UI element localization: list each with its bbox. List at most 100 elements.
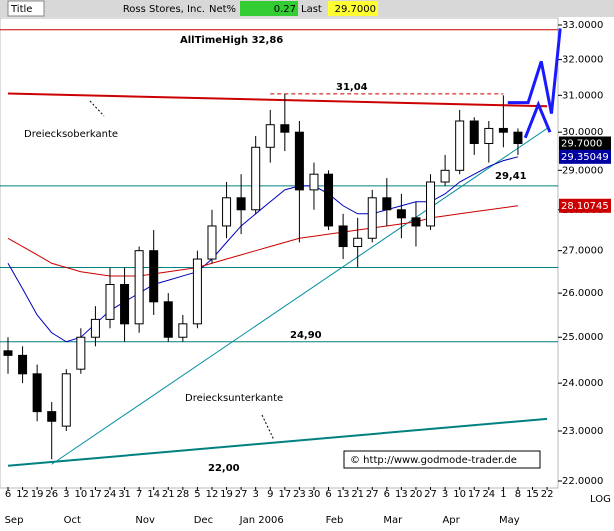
x-tick-label: 17 [278, 489, 291, 500]
candle-body [382, 197, 392, 211]
price-tag-label: 29.7000 [561, 138, 602, 149]
projection [507, 28, 562, 114]
header-bar [0, 0, 614, 17]
trendline [7, 417, 548, 467]
stock-name: Ross Stores, Inc. [123, 4, 205, 15]
x-tick-label: 31 [118, 489, 131, 500]
annotation: Dreiecksoberkante [24, 129, 118, 140]
x-tick-label: 27 [366, 489, 379, 500]
x-tick-label: 21 [162, 489, 175, 500]
last-box [328, 1, 378, 16]
x-tick-label: 6 [5, 489, 11, 500]
projection [523, 100, 552, 139]
x-tick-label: 28 [176, 489, 189, 500]
candle-body [76, 336, 86, 370]
price-tag [559, 149, 611, 164]
candle-body [309, 173, 319, 191]
month-label: Dec [194, 515, 213, 526]
x-tick-label: 15 [526, 489, 539, 500]
candle-body [47, 411, 57, 422]
annotation: 22,00 [208, 463, 240, 474]
candle-body [426, 181, 436, 227]
candle-body [192, 258, 202, 325]
x-tick-label: 23 [293, 489, 306, 500]
x-tick-label: 27 [424, 489, 437, 500]
candle-body [411, 217, 421, 227]
price-tag-label: 29.35049 [561, 152, 609, 163]
candle-body [61, 373, 71, 427]
net-box [240, 1, 298, 16]
x-tick-label: 9 [267, 489, 273, 500]
candle-body [469, 120, 479, 144]
candle-body [207, 225, 217, 260]
candle-body [280, 124, 290, 133]
month-label: Jan 2006 [239, 515, 284, 526]
trendline [51, 128, 548, 465]
candle-body [455, 120, 465, 171]
month-label: Nov [135, 515, 155, 526]
candle-body [134, 250, 144, 325]
x-tick-label: 3 [253, 489, 259, 500]
candle-body [251, 146, 261, 211]
annotation: 24,90 [290, 330, 322, 341]
candle-body [236, 197, 246, 211]
x-tick-label: 19 [31, 489, 44, 500]
copyright: © http://www.godmode-trader.de [350, 455, 517, 466]
x-tick-label: 3 [442, 489, 448, 500]
x-tick-label: 10 [74, 489, 87, 500]
y-tick-label: 25.0000 [562, 332, 603, 343]
candle-body [324, 173, 334, 227]
x-tick-label: 27 [235, 489, 248, 500]
candle-body [178, 323, 188, 338]
candle-body [294, 131, 304, 191]
pointer [261, 414, 275, 441]
x-tick-label: 21 [351, 489, 364, 500]
candle-body [222, 197, 232, 227]
x-tick-label: 17 [468, 489, 481, 500]
candle-body [90, 318, 100, 338]
candle-body [163, 301, 173, 338]
month-label: Mar [383, 515, 403, 526]
month-label: Sep [5, 515, 24, 526]
x-tick-label: 6 [384, 489, 390, 500]
y-tick-label: 32.0000 [562, 55, 603, 66]
candle-body [120, 284, 130, 325]
annotation: AllTimeHigh 32,86 [180, 35, 283, 46]
x-tick-label: 3 [63, 489, 69, 500]
price-tag [559, 136, 611, 151]
title: Title [10, 4, 32, 15]
net-value: 0.27 [274, 4, 296, 15]
x-tick-label: 26 [45, 489, 58, 500]
x-tick-label: 24 [104, 489, 117, 500]
candle-body [265, 124, 275, 148]
x-tick-label: 7 [136, 489, 142, 500]
net-label: Net% [209, 4, 236, 15]
candle-body [3, 350, 13, 356]
annotation: 31,04 [336, 82, 368, 93]
candle-body [353, 237, 363, 248]
candle-body [484, 127, 494, 144]
x-tick-label: 8 [515, 489, 521, 500]
candle-body [440, 169, 450, 183]
candle-body [18, 354, 28, 375]
y-tick-label: 27.0000 [562, 246, 603, 257]
candle-body [149, 250, 159, 303]
x-tick-label: 17 [89, 489, 102, 500]
log-label: LOG [590, 494, 611, 505]
last-label: Last [301, 4, 322, 15]
plot-frame [0, 17, 559, 489]
y-tick-label: 23.0000 [562, 426, 603, 437]
candle-body [338, 225, 348, 248]
y-tick-label: 30.0000 [562, 127, 603, 138]
month-label: Apr [442, 515, 460, 526]
copyright-box [343, 450, 541, 469]
month-label: Oct [64, 515, 81, 526]
x-tick-label: 13 [337, 489, 350, 500]
y-tick-label: 24.0000 [562, 378, 603, 389]
header: Title Ross Stores, Inc. Net% 0.27 Last 2… [0, 0, 614, 17]
x-tick-label: 13 [395, 489, 408, 500]
x-tick-label: 12 [16, 489, 29, 500]
y-tick-label: 22.0000 [562, 476, 603, 487]
